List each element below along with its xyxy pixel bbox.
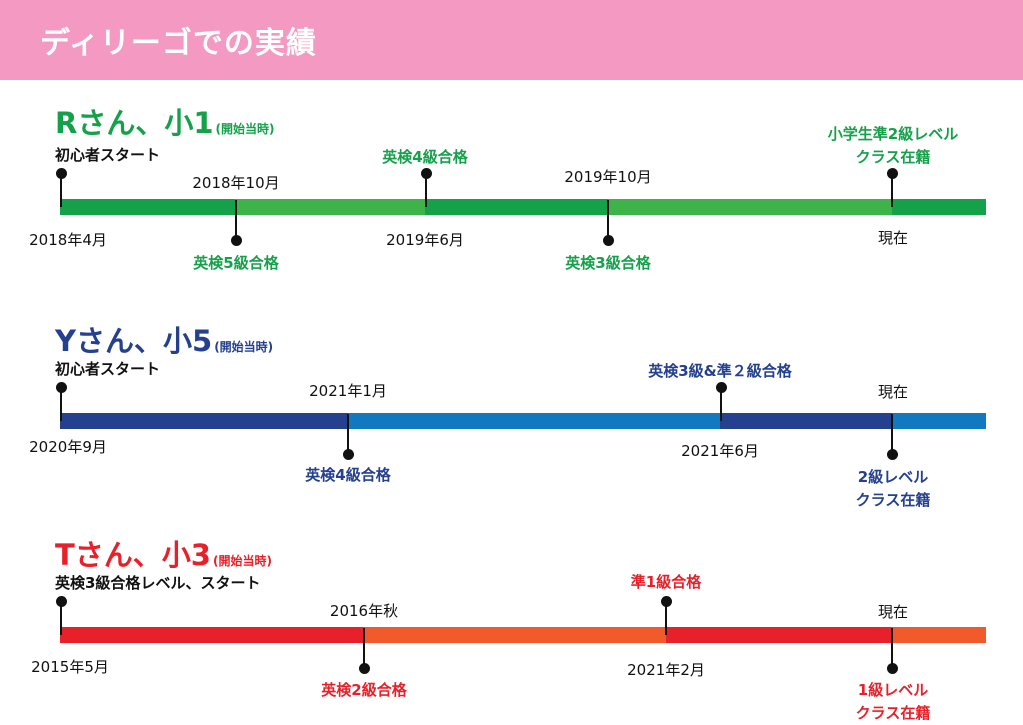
timeline-y-stem-4 (891, 414, 893, 452)
page-title: ディリーゴでの実績 (40, 26, 317, 61)
timeline-y-stem-start (60, 388, 62, 421)
timeline-y-event-3: 2級レベル (857, 468, 929, 486)
header-banner: ディリーゴでの実績 (0, 0, 1023, 80)
timeline-r-marker-3 (421, 168, 432, 179)
timeline-r-name: Rさん、小1 (開始当時) (55, 100, 275, 142)
timeline-y-marker-3 (716, 382, 727, 393)
timeline-y-event-2: 英検3級&準２級合格 (648, 362, 792, 380)
timeline-t-name-text: Tさん、小3 (55, 538, 211, 572)
timeline-t-date-2: 2016年秋 (329, 602, 399, 620)
timeline-t-event-3: 1級レベル (857, 681, 929, 699)
timeline-y-date-2: 2021年1月 (309, 382, 387, 400)
timeline-r-stem-3 (425, 174, 427, 207)
timeline-r-event-3: 英検3級合格 (565, 254, 651, 272)
timeline-r-date-1: 2018年4月 (29, 231, 107, 249)
timeline-r-date-3: 2019年6月 (386, 231, 464, 249)
timeline-y-date-4: 現在 (877, 383, 909, 401)
timeline-t-date-3: 2021年2月 (627, 661, 705, 679)
timeline-r-event-4: 小学生準2級レベル (827, 125, 959, 143)
timeline-r-event-5: クラス在籍 (855, 148, 931, 166)
timeline-y-note: (開始当時) (214, 340, 274, 354)
timeline-r-marker-2 (231, 235, 242, 246)
timeline-r-stem-start (60, 174, 62, 207)
timeline-r-date-4: 2019年10月 (564, 168, 652, 186)
timeline-t-event-4: クラス在籍 (855, 704, 931, 722)
timeline-t-event-1: 英検2級合格 (321, 681, 407, 699)
timeline-y-event-1: 英検4級合格 (305, 466, 391, 484)
timeline-t-date-4: 現在 (877, 603, 909, 621)
timeline-y-stem-3 (720, 388, 722, 421)
timeline-y-event-4: クラス在籍 (855, 491, 931, 509)
timeline-y-marker-4 (887, 449, 898, 460)
timeline-y-stem-2 (347, 414, 349, 452)
timeline-y-date-3: 2021年6月 (681, 442, 759, 460)
timeline-r-stem-4 (607, 200, 609, 238)
timeline-t-stem-3 (665, 602, 667, 635)
timeline-y-date-1: 2020年9月 (29, 438, 107, 456)
timeline-r-event-1: 英検5級合格 (193, 254, 279, 272)
timeline-t-event-2: 準1級合格 (630, 573, 702, 591)
timeline-t-marker-3 (661, 596, 672, 607)
timeline-r-marker-start (56, 168, 67, 179)
timeline-r-stem-2 (235, 200, 237, 238)
timeline-r-event-2: 英検4級合格 (382, 148, 468, 166)
timeline-t-marker-start (56, 596, 67, 607)
timeline-r-marker-4 (603, 235, 614, 246)
timeline-t-marker-2 (359, 663, 370, 674)
timeline-r-date-2: 2018年10月 (192, 174, 280, 192)
timeline-r-note: (開始当時) (215, 122, 275, 136)
timeline-y-start-text: 初心者スタート (55, 360, 161, 378)
timeline-t-stem-2 (363, 628, 365, 666)
timeline-y-name-text: Yさん、小5 (55, 324, 213, 358)
timeline-y-marker-start (56, 382, 67, 393)
timeline-r-stem-5 (891, 174, 893, 207)
timeline-y-name: Yさん、小5 (開始当時) (55, 318, 273, 360)
timeline-y-bar (60, 413, 986, 429)
timeline-t-note: (開始当時) (212, 554, 272, 568)
timeline-t-stem-4 (891, 628, 893, 666)
timeline-t-date-1: 2015年5月 (31, 658, 109, 676)
timeline-y-marker-2 (343, 449, 354, 460)
timeline-r-start-text: 初心者スタート (55, 146, 161, 164)
timeline-t-marker-4 (887, 663, 898, 674)
timeline-r-bar (60, 199, 986, 215)
timeline-r-name-text: Rさん、小1 (55, 106, 214, 140)
timeline-r-date-5: 現在 (877, 229, 909, 247)
timeline-t-stem-start (60, 602, 62, 635)
timeline-t-bar (60, 627, 986, 643)
timeline-t-start-text: 英検3級合格レベル、スタート (55, 574, 261, 592)
timeline-r-marker-5 (887, 168, 898, 179)
timeline-t-name: Tさん、小3 (開始当時) (55, 532, 272, 574)
